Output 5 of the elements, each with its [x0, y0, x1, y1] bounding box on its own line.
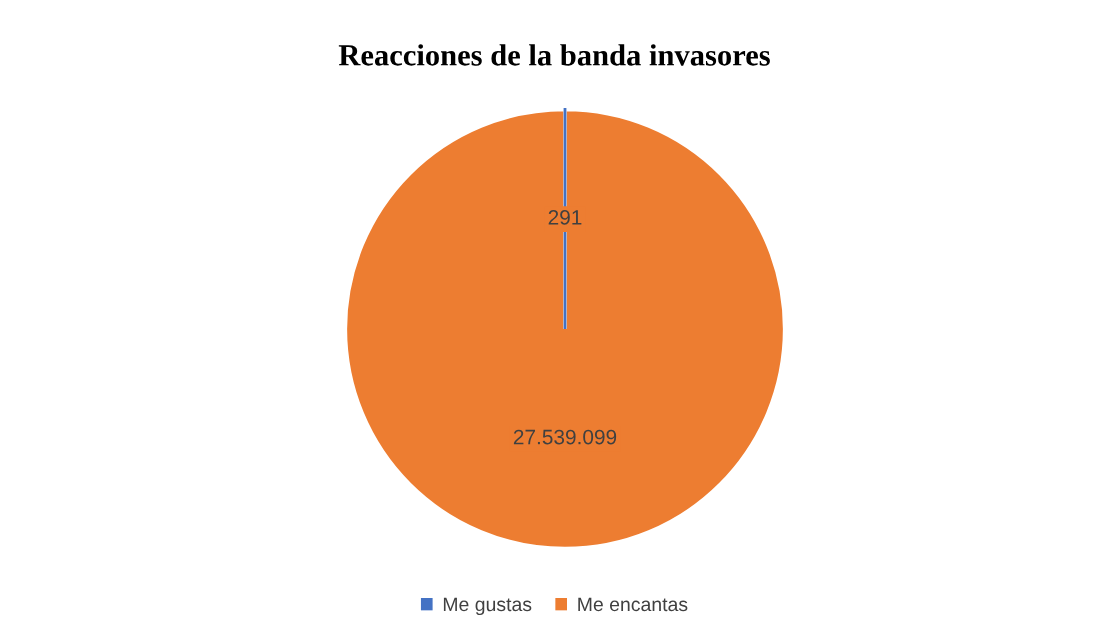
legend-label: Me gustas	[443, 597, 532, 616]
data-label: 27.539.099	[513, 429, 617, 445]
chart-title: Reacciones de la banda invasores	[338, 44, 770, 66]
data-label: 291	[548, 210, 582, 225]
legend-label: Me encantas	[578, 597, 688, 612]
